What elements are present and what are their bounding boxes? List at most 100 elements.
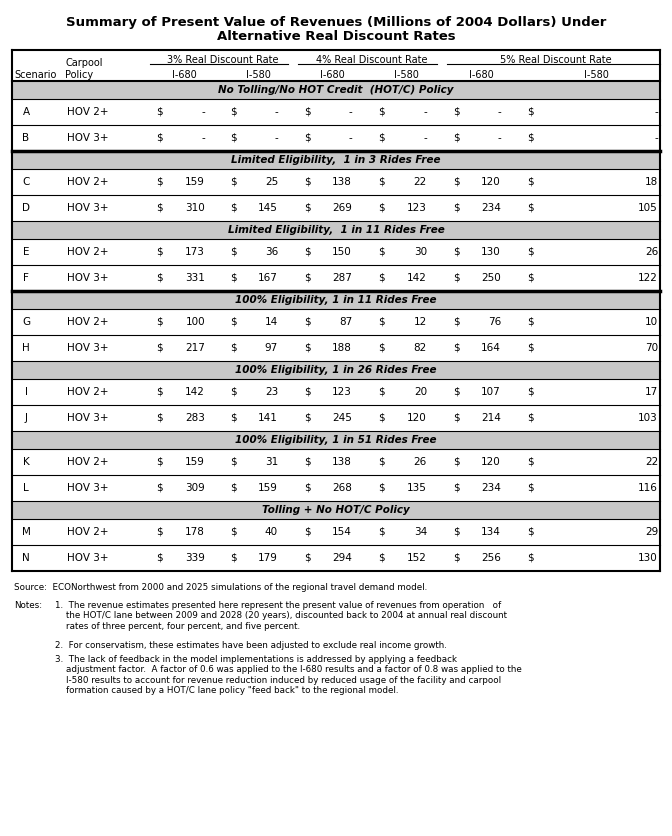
Text: $: $ <box>453 413 460 423</box>
Text: 217: 217 <box>185 343 205 353</box>
Text: 3.  The lack of feedback in the model implementations is addressed by applying a: 3. The lack of feedback in the model imp… <box>55 655 521 696</box>
Text: 17: 17 <box>644 387 658 397</box>
Text: $: $ <box>230 247 237 257</box>
Text: 141: 141 <box>258 413 278 423</box>
Text: 97: 97 <box>265 343 278 353</box>
Text: $: $ <box>304 527 310 537</box>
Text: HOV 2+: HOV 2+ <box>67 457 108 467</box>
Text: Tolling + No HOT/C Policy: Tolling + No HOT/C Policy <box>262 505 410 515</box>
Text: 331: 331 <box>185 273 205 283</box>
Text: 5% Real Discount Rate: 5% Real Discount Rate <box>500 55 612 65</box>
Text: 154: 154 <box>332 527 352 537</box>
Text: 116: 116 <box>638 483 658 493</box>
Text: -: - <box>348 133 352 143</box>
Text: 26: 26 <box>644 247 658 257</box>
Text: Summary of Present Value of Revenues (Millions of 2004 Dollars) Under: Summary of Present Value of Revenues (Mi… <box>66 16 606 29</box>
Text: 234: 234 <box>481 483 501 493</box>
Bar <box>12 221 660 239</box>
Text: 22: 22 <box>644 457 658 467</box>
Text: $: $ <box>378 527 384 537</box>
Text: 287: 287 <box>332 273 352 283</box>
Text: $: $ <box>304 413 310 423</box>
Text: -: - <box>655 133 658 143</box>
Text: $: $ <box>230 483 237 493</box>
Text: $: $ <box>453 317 460 327</box>
Text: 142: 142 <box>185 387 205 397</box>
Text: 122: 122 <box>638 273 658 283</box>
Text: I-680: I-680 <box>320 69 344 79</box>
Text: $: $ <box>230 107 237 117</box>
Text: 120: 120 <box>481 177 501 187</box>
Text: Limited Eligibility,  1 in 3 Rides Free: Limited Eligibility, 1 in 3 Rides Free <box>231 155 441 165</box>
Text: 105: 105 <box>638 203 658 213</box>
Text: HOV 2+: HOV 2+ <box>67 527 108 537</box>
Text: Scenario: Scenario <box>14 69 56 79</box>
Text: $: $ <box>527 107 534 117</box>
Text: 3% Real Discount Rate: 3% Real Discount Rate <box>167 55 279 65</box>
Text: E: E <box>23 247 30 257</box>
Text: $: $ <box>230 413 237 423</box>
Text: I: I <box>24 387 28 397</box>
Text: 18: 18 <box>644 177 658 187</box>
Text: $: $ <box>304 457 310 467</box>
Text: $: $ <box>230 457 237 467</box>
Text: $: $ <box>230 553 237 563</box>
Text: $: $ <box>304 553 310 563</box>
Text: I-580: I-580 <box>394 69 419 79</box>
Text: $: $ <box>156 387 163 397</box>
Text: -: - <box>274 133 278 143</box>
Text: B: B <box>22 133 30 143</box>
Text: 150: 150 <box>332 247 352 257</box>
Text: 130: 130 <box>481 247 501 257</box>
Text: -: - <box>201 107 205 117</box>
Text: 70: 70 <box>645 343 658 353</box>
Text: $: $ <box>527 343 534 353</box>
Text: 152: 152 <box>407 553 427 563</box>
Text: $: $ <box>527 413 534 423</box>
Text: $: $ <box>378 317 384 327</box>
Text: 100: 100 <box>185 317 205 327</box>
Text: $: $ <box>453 203 460 213</box>
Text: HOV 2+: HOV 2+ <box>67 387 108 397</box>
Text: HOV 2+: HOV 2+ <box>67 317 108 327</box>
Text: J: J <box>24 413 28 423</box>
Text: $: $ <box>453 387 460 397</box>
Text: $: $ <box>304 273 310 283</box>
Text: $: $ <box>527 273 534 283</box>
Text: $: $ <box>304 107 310 117</box>
Text: $: $ <box>230 387 237 397</box>
Text: No Tolling/No HOT Credit  (HOT/C) Policy: No Tolling/No HOT Credit (HOT/C) Policy <box>218 85 454 95</box>
Text: Notes:: Notes: <box>14 601 42 610</box>
Text: 107: 107 <box>481 387 501 397</box>
Text: 76: 76 <box>488 317 501 327</box>
Text: -: - <box>423 107 427 117</box>
Text: HOV 3+: HOV 3+ <box>67 343 108 353</box>
Text: $: $ <box>527 247 534 257</box>
Text: M: M <box>22 527 30 537</box>
Text: $: $ <box>453 133 460 143</box>
Text: 234: 234 <box>481 203 501 213</box>
Text: $: $ <box>230 133 237 143</box>
Text: $: $ <box>527 133 534 143</box>
Text: 339: 339 <box>185 553 205 563</box>
Text: $: $ <box>453 247 460 257</box>
Text: 283: 283 <box>185 413 205 423</box>
Text: $: $ <box>453 553 460 563</box>
Text: 29: 29 <box>644 527 658 537</box>
Text: 20: 20 <box>414 387 427 397</box>
Text: $: $ <box>156 553 163 563</box>
Text: 2.  For conservatism, these estimates have been adjusted to exclude real income : 2. For conservatism, these estimates hav… <box>55 641 447 650</box>
Text: $: $ <box>378 177 384 187</box>
Text: $: $ <box>230 203 237 213</box>
Text: 25: 25 <box>265 177 278 187</box>
Text: $: $ <box>230 343 237 353</box>
Text: Alternative Real Discount Rates: Alternative Real Discount Rates <box>216 30 456 43</box>
Text: $: $ <box>378 203 384 213</box>
Text: $: $ <box>378 343 384 353</box>
Text: 31: 31 <box>265 457 278 467</box>
Text: 14: 14 <box>265 317 278 327</box>
Text: HOV 3+: HOV 3+ <box>67 203 108 213</box>
Text: 30: 30 <box>414 247 427 257</box>
Text: Source:  ECONorthwest from 2000 and 2025 simulations of the regional travel dema: Source: ECONorthwest from 2000 and 2025 … <box>14 583 427 592</box>
Text: $: $ <box>304 317 310 327</box>
